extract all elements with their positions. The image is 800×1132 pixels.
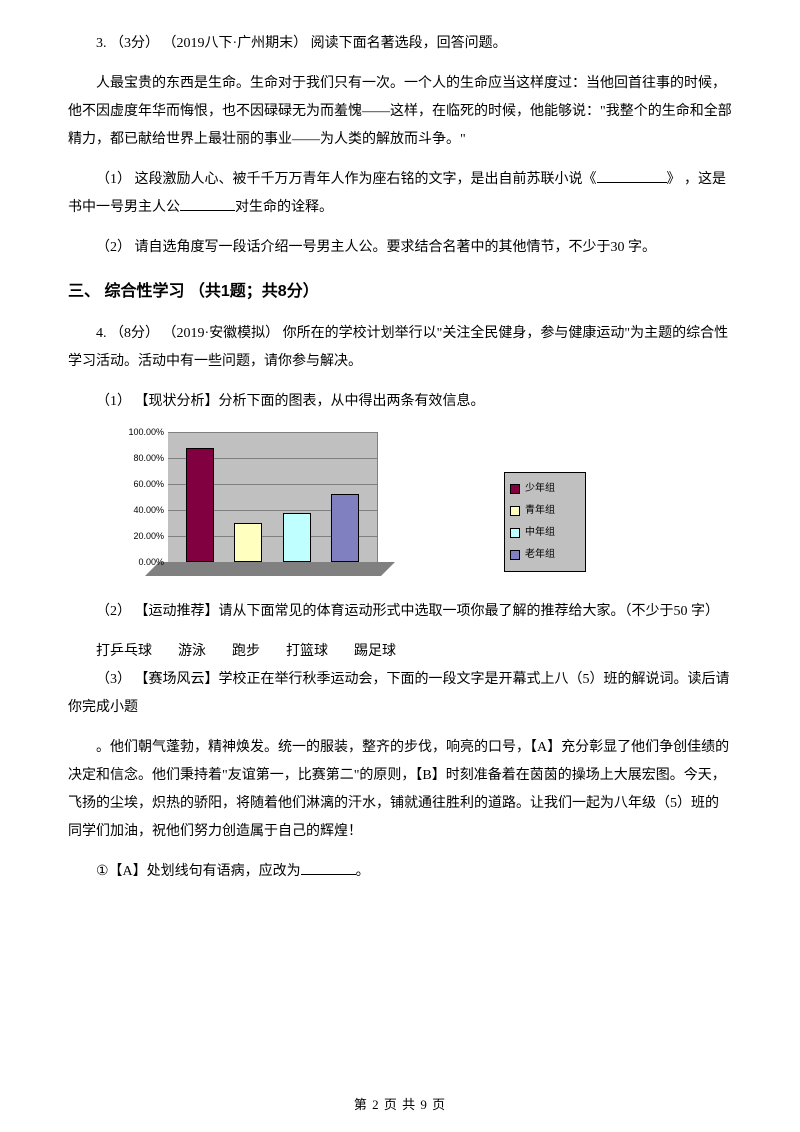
grid-line (168, 562, 377, 563)
q3-sub2: （2） 请自选角度写一段话介绍一号男主人公。要求结合名著中的其他情节，不少于30… (68, 234, 732, 262)
legend-row: 青年组 (510, 501, 580, 521)
q3-passage: 人最宝贵的东西是生命。生命对于我们只有一次。一个人的生命应当这样度过：当他回首往… (68, 70, 732, 154)
legend-swatch (510, 484, 520, 494)
bar (331, 494, 359, 562)
y-tick-label: 100.00% (128, 423, 164, 441)
legend-row: 少年组 (510, 479, 580, 499)
legend-label: 老年组 (525, 545, 555, 565)
page-footer: 第 2 页 共 9 页 (0, 1092, 800, 1118)
blank-book[interactable] (597, 169, 667, 183)
sport-item: 跑步 (232, 644, 260, 659)
chart-box: 0.00%20.00%40.00%60.00%80.00%100.00% (112, 428, 382, 588)
q4-sub2: （2） 【运动推荐】请从下面常见的体育运动形式中选取一项你最了解的推荐给大家。（… (68, 598, 732, 626)
bar (186, 448, 214, 562)
plot-area (168, 432, 378, 562)
y-tick-label: 60.00% (133, 475, 164, 493)
q3-sub1: （1） 这段激励人心、被千千万万青年人作为座右铭的文字，是出自前苏联小说《》 ，… (68, 166, 732, 222)
sport-item: 游泳 (178, 644, 206, 659)
legend-label: 青年组 (525, 501, 555, 521)
bar (283, 513, 311, 562)
q4-sub1: （1） 【现状分析】分析下面的图表，从中得出两条有效信息。 (68, 388, 732, 416)
blank-fix[interactable] (301, 861, 356, 875)
chart-legend: 少年组青年组中年组老年组 (504, 472, 586, 572)
chart-floor (145, 562, 395, 576)
y-tick-label: 80.00% (133, 449, 164, 467)
q4-speech: 。他们朝气蓬勃，精神焕发。统一的服装，整齐的步伐，响亮的口号，【A】充分彰显了他… (68, 734, 732, 846)
legend-swatch (510, 550, 520, 560)
legend-label: 少年组 (525, 479, 555, 499)
sport-item: 打乒乓球 (96, 644, 152, 659)
blank-hero[interactable] (180, 197, 235, 211)
legend-label: 中年组 (525, 523, 555, 543)
legend-row: 老年组 (510, 545, 580, 565)
legend-swatch (510, 528, 520, 538)
q3-sub1-a: （1） 这段激励人心、被千千万万青年人作为座右铭的文字，是出自前苏联小说《 (96, 172, 597, 187)
q3-sub1-c: 对生命的诠释。 (235, 200, 333, 215)
q4-sub3: （3） 【赛场风云】学校正在举行秋季运动会，下面的一段文字是开幕式上八（5）班的… (68, 666, 732, 722)
bars-container (168, 432, 377, 562)
section-3-title: 三、 综合性学习 （共1题；共8分） (68, 276, 732, 308)
bar (234, 523, 262, 562)
sport-item: 打篮球 (286, 644, 328, 659)
q4-subA-text: ①【A】处划线句有语病，应改为 (96, 864, 301, 879)
q4-head: 4. （8分） （2019·安徽模拟） 你所在的学校计划举行以"关注全民健身，参… (68, 320, 732, 376)
sport-item: 踢足球 (354, 644, 396, 659)
bar-chart: 0.00%20.00%40.00%60.00%80.00%100.00% 少年组… (112, 428, 492, 588)
legend-row: 中年组 (510, 523, 580, 543)
q4-subA: ①【A】处划线句有语病，应改为。 (68, 858, 732, 886)
q3-head: 3. （3分） （2019八下·广州期末） 阅读下面名著选段，回答问题。 (68, 30, 732, 58)
y-tick-label: 20.00% (133, 527, 164, 545)
y-tick-label: 0.00% (138, 553, 164, 571)
sports-list: 打乒乓球 游泳 跑步 打篮球 踢足球 (68, 638, 732, 666)
legend-swatch (510, 506, 520, 516)
y-tick-label: 40.00% (133, 501, 164, 519)
